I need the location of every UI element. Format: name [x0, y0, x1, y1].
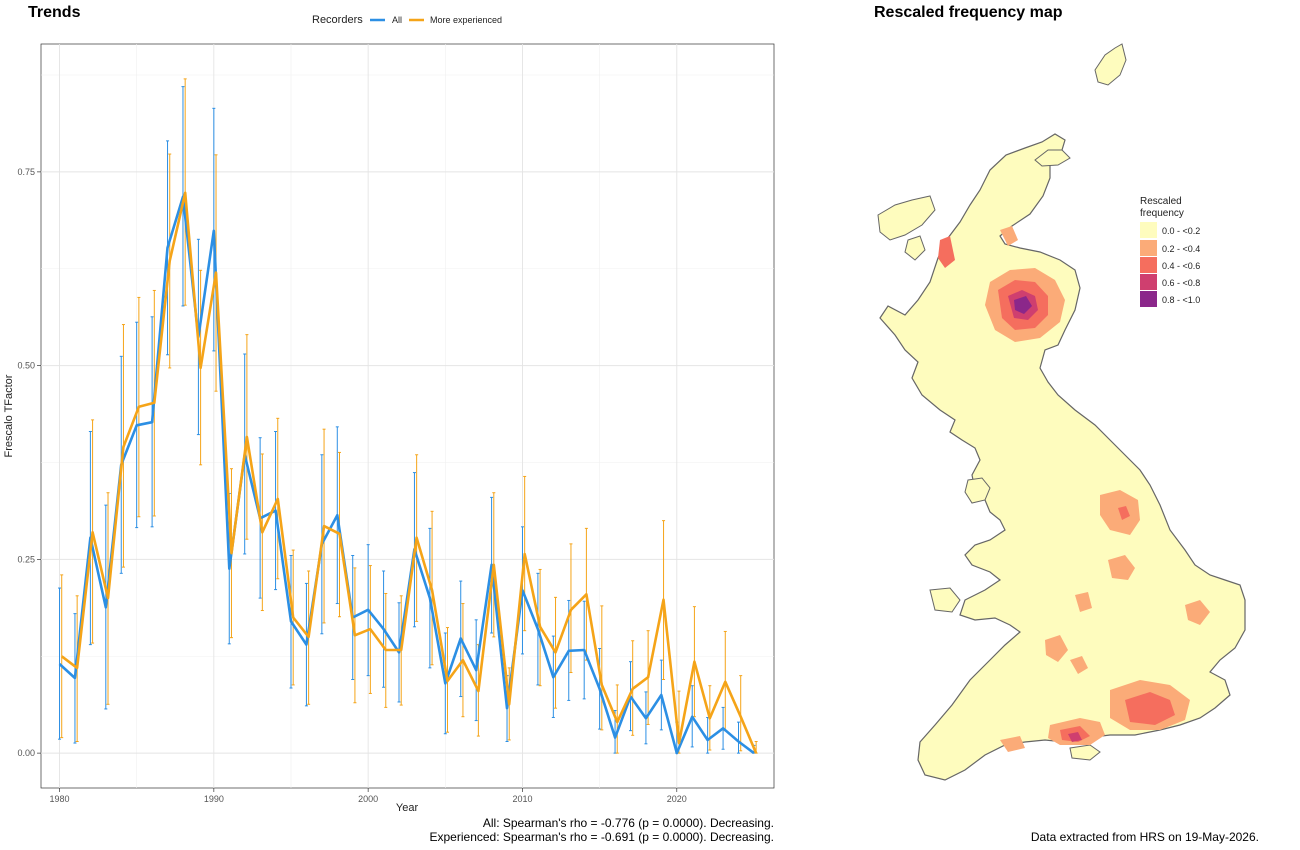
series-line-experienced: [60, 191, 758, 754]
y-axis-title: Frescalo TFactor: [3, 374, 15, 457]
series-lines: [58, 191, 758, 755]
patch-wales-border: [1045, 635, 1068, 662]
isle-of-wight: [1069, 744, 1101, 761]
chart-legend: Recorders All More experienced: [312, 14, 502, 26]
patch-west-highlands: [938, 236, 955, 268]
y-axis-ticks: 0.00 0.25 0.50 0.75: [17, 167, 41, 758]
map-legend-title-2: frequency: [1140, 208, 1184, 219]
shetland-islands: [1094, 43, 1127, 86]
rescaled-frequency-map: Rescaled frequency 0.0 - <0.2 0.2 - <0.4…: [877, 43, 1246, 781]
x-tick-label: 2000: [358, 794, 378, 804]
map-legend: Rescaled frequency 0.0 - <0.2 0.2 - <0.4…: [1140, 196, 1200, 307]
patch-south-east-mid: [1125, 692, 1175, 725]
frequency-patches: [938, 226, 1210, 752]
map-legend-label-2: 0.4 - <0.6: [1162, 261, 1200, 271]
map-legend-swatch-3: [1140, 274, 1157, 290]
patch-severn: [1070, 656, 1088, 674]
patch-east-anglia: [1185, 600, 1210, 625]
trends-title: Trends: [28, 4, 81, 21]
y-tick-label: 0.00: [17, 748, 35, 758]
legend-label-experienced: More experienced: [430, 15, 502, 25]
x-axis-ticks: 1980 1990 2000 2010 2020: [50, 788, 687, 804]
patch-west-midlands: [1075, 592, 1092, 612]
isle-of-man: [964, 477, 991, 504]
x-tick-label: 2020: [667, 794, 687, 804]
gb-landmass: [879, 133, 1246, 781]
map-legend-title-1: Rescaled: [1140, 196, 1182, 207]
skye-island: [904, 235, 926, 261]
map-legend-swatch-4: [1140, 291, 1157, 307]
grid: [41, 44, 774, 788]
trends-chart-svg: Recorders All More experienced 1980 1990 2…: [3, 14, 775, 814]
legend-label-all: All: [392, 15, 402, 25]
patch-dorset-high: [1068, 732, 1082, 742]
map-legend-label-3: 0.6 - <0.8: [1162, 278, 1200, 288]
patch-midlands: [1108, 555, 1135, 580]
plot-panel: [40, 43, 775, 789]
map-legend-label-0: 0.0 - <0.2: [1162, 226, 1200, 236]
legend-title: Recorders: [312, 14, 363, 26]
trend-caption: All: Spearman's rho = -0.776 (p = 0.0000…: [430, 816, 775, 844]
map-legend-label-1: 0.2 - <0.4: [1162, 244, 1200, 254]
x-tick-label: 1980: [50, 794, 70, 804]
x-tick-label: 1990: [204, 794, 224, 804]
map-legend-swatch-1: [1140, 240, 1157, 256]
y-tick-label: 0.50: [17, 361, 35, 371]
outer-hebrides: [877, 195, 936, 241]
caption-all: All: Spearman's rho = -0.776 (p = 0.0000…: [482, 816, 774, 830]
patch-devon: [1000, 736, 1025, 752]
y-tick-label: 0.75: [17, 167, 35, 177]
x-tick-label: 2010: [512, 794, 532, 804]
map-legend-label-4: 0.8 - <1.0: [1162, 295, 1200, 305]
map-legend-swatch-2: [1140, 257, 1157, 273]
orkney-islands: [1034, 149, 1071, 167]
caption-experienced: Experienced: Spearman's rho = -0.691 (p …: [429, 830, 775, 844]
patch-north-coast: [1000, 226, 1018, 246]
map-legend-swatch-0: [1140, 222, 1157, 238]
map-title: Rescaled frequency map: [874, 4, 1063, 21]
x-axis-title: Year: [396, 802, 419, 814]
anglesey: [929, 587, 961, 613]
patch-yorkshire-mid: [1118, 506, 1130, 520]
y-tick-label: 0.25: [17, 554, 35, 564]
map-footer: Data extracted from HRS on 19-May-2026.: [1030, 830, 1259, 844]
patch-cairngorms-top: [1014, 296, 1032, 314]
